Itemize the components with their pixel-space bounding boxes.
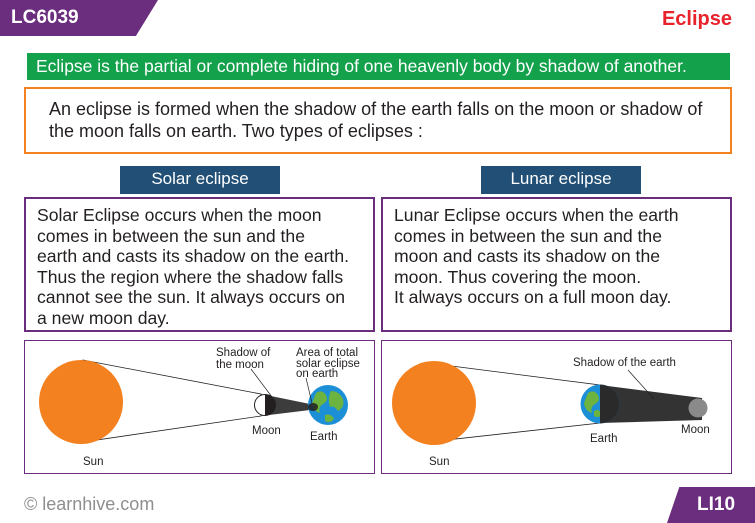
lesson-code-tab: LC6039 xyxy=(0,0,158,36)
moon-icon xyxy=(688,398,708,418)
earth-land-icon xyxy=(325,414,334,423)
shadow-pointer xyxy=(250,368,273,398)
topic-title: Eclipse xyxy=(661,8,732,30)
total-eclipse-area xyxy=(308,403,318,411)
page-number: LI10 xyxy=(697,494,736,515)
solar-eclipse-diagram: Sun Moon Earth Shadow of the moon Area o… xyxy=(24,340,375,474)
earth-shadow xyxy=(600,385,702,423)
earth-night-side xyxy=(600,384,620,424)
lunar-description: Lunar Eclipse occurs when the earth come… xyxy=(394,205,679,307)
solar-eclipse-illustration: Sun Moon Earth Shadow of the moon Area o… xyxy=(39,347,360,468)
moon-dark-side xyxy=(265,394,276,416)
page-number-tab: LI10 xyxy=(667,487,755,523)
solar-eclipse-heading: Solar eclipse xyxy=(120,166,280,194)
definition-bar: Eclipse is the partial or complete hidin… xyxy=(27,53,730,80)
area-label: on earth xyxy=(296,368,338,380)
lunar-eclipse-diagram: Sun Earth Moon Shadow of the earth xyxy=(381,340,732,474)
shadow-label: Shadow of xyxy=(216,347,271,359)
moon-label: Moon xyxy=(681,424,710,436)
sun-label: Sun xyxy=(429,456,449,468)
earth-land-icon xyxy=(584,391,599,413)
lunar-eclipse-heading: Lunar eclipse xyxy=(481,166,641,194)
lunar-eclipse-illustration: Sun Earth Moon Shadow of the earth xyxy=(392,357,710,468)
area-pointer xyxy=(305,377,313,404)
area-label: Area of total xyxy=(296,347,358,359)
moon-label: Moon xyxy=(252,425,281,437)
sun-label: Sun xyxy=(83,456,103,468)
sun-icon xyxy=(392,361,476,445)
intro-box: An eclipse is formed when the shadow of … xyxy=(24,87,732,154)
intro-text: An eclipse is formed when the shadow of … xyxy=(49,99,703,141)
sun-icon xyxy=(39,360,123,444)
earth-label: Earth xyxy=(310,431,338,443)
shadow-label: the moon xyxy=(216,359,264,371)
solar-description: Solar Eclipse occurs when the moon comes… xyxy=(37,205,349,328)
earth-land-icon xyxy=(328,391,344,411)
shadow-pointer xyxy=(627,369,655,400)
copyright: © learnhive.com xyxy=(24,494,155,514)
lesson-code: LC6039 xyxy=(11,7,79,28)
solar-description-box: Solar Eclipse occurs when the moon comes… xyxy=(24,197,375,332)
area-label: solar eclipse xyxy=(296,358,360,370)
shadow-label: Shadow of the earth xyxy=(573,357,676,369)
lunar-description-box: Lunar Eclipse occurs when the earth come… xyxy=(381,197,732,332)
earth-label: Earth xyxy=(590,433,618,445)
